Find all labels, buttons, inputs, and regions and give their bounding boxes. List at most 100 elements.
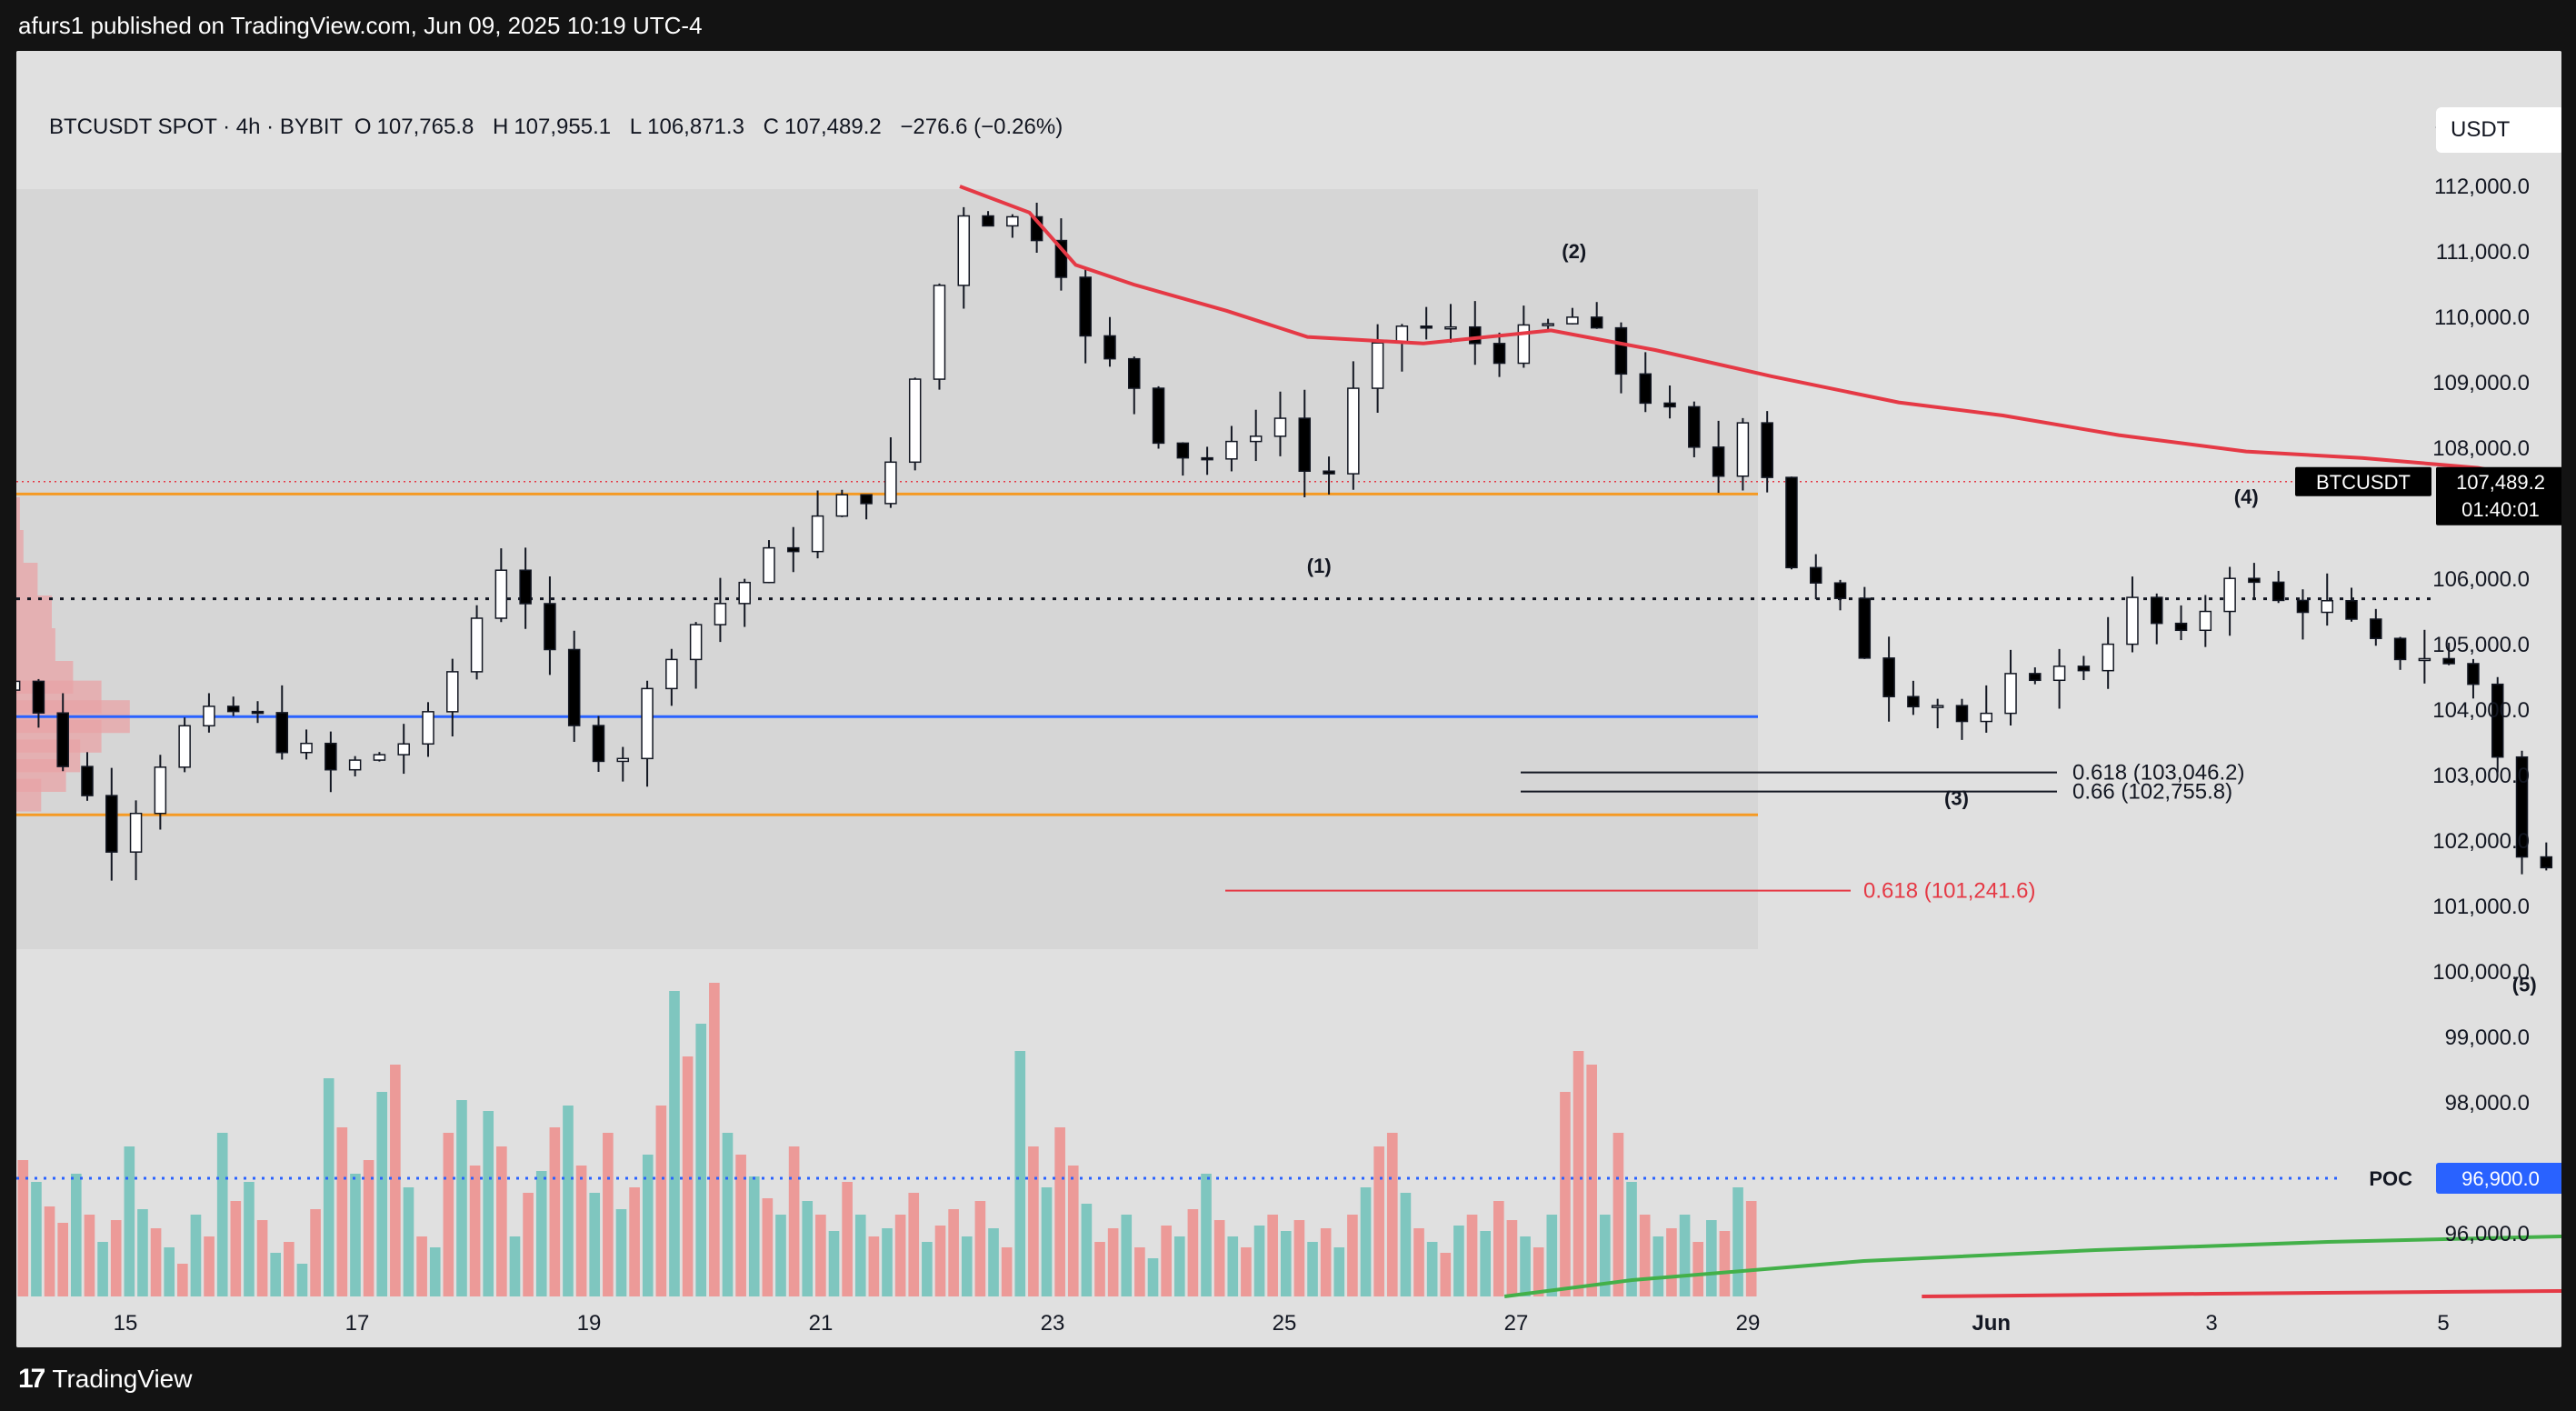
volume-bar [589,1193,601,1296]
volume-bar [615,1209,627,1296]
symbol-legend: BTCUSDT SPOT · 4h · BYBIT O 107,765.8 H 10… [49,115,1068,140]
candle-body [1736,422,1750,477]
time-tick-label: 23 [1041,1311,1065,1336]
time-tick-label: 5 [2437,1311,2449,1336]
volume-bar [642,1155,654,1296]
volume-bar [1573,1051,1584,1296]
volume-bar [1161,1226,1172,1296]
volume-bar [1121,1215,1133,1296]
volume-bar [988,1228,999,1296]
candle-body [32,680,45,714]
volume-bar [403,1187,414,1296]
volume-bar [230,1201,242,1296]
candle-body [2029,673,2042,682]
candle-body [324,742,337,771]
candle-body [2345,599,2358,620]
volume-bar [177,1264,188,1296]
candle-body [1614,326,1628,375]
candle-body [129,812,143,853]
time-tick-label: 25 [1273,1311,1297,1336]
candle-body [2126,596,2139,645]
candle-body [908,378,922,464]
volume-profile-bar [16,595,52,628]
volume-bar [270,1253,282,1296]
candle-body [1980,712,1992,723]
time-tick-label: 19 [577,1311,602,1336]
candle-body [1493,343,1506,365]
candle-body [689,624,703,661]
legend-symbol[interactable]: BTCUSDT SPOT · 4h · BYBIT [49,115,344,139]
candle-body [884,461,897,505]
candle-body [1566,316,1579,325]
candle-body [763,546,775,584]
volume-bar [1639,1215,1651,1296]
volume-bar [1560,1092,1571,1296]
volume-bar [1440,1253,1452,1296]
candle-body [2491,683,2504,758]
candle-body [56,712,69,767]
volume-bar [1041,1187,1053,1296]
volume-bar [882,1228,893,1296]
volume-bar [1732,1187,1743,1296]
volume-bar [496,1146,507,1296]
volume-bar [1333,1247,1345,1296]
price-axis[interactable]: 113,000.0112,000.0111,000.0110,000.0109,… [2432,109,2530,1246]
legend-low: 106,871.3 [647,115,744,139]
candle-body [470,617,484,673]
volume-bar [1213,1220,1225,1296]
chart-panel[interactable]: (1) (2) (3) (4) (5) 0.618 (103,046.2) 0.66 (1… [16,51,2561,1347]
poc-price-value: 96,900.0 [2461,1167,2540,1190]
candle-body [787,546,800,553]
currency-selector[interactable]: USDT [2436,107,2561,153]
candle-body [1323,470,1335,475]
moving-average [959,185,2561,485]
time-tick-label: 15 [114,1311,138,1336]
volume-profile-bar [16,563,38,595]
volume-bar [961,1236,973,1296]
volume-bar [256,1220,268,1296]
candle-body [275,712,289,754]
volume-bar [523,1193,534,1296]
publisher-text: afurs1 published on TradingView.com, Jun… [18,12,703,39]
volume-bar [802,1201,814,1296]
volume-bar [416,1236,427,1296]
price-tick-label: 102,000.0 [2432,829,2530,854]
tradingview-logo[interactable]: 17 TradingView [18,1364,192,1395]
volume-bar [1147,1258,1159,1296]
candle-body [1833,582,1847,599]
candle-body [2515,756,2529,858]
volume-bar [894,1215,906,1296]
volume-bar [443,1133,454,1296]
candle-body [154,766,167,815]
candle-body [1225,440,1238,460]
candle-body [1249,435,1263,443]
candle-body [1907,695,1920,708]
candle-body [665,658,678,690]
wave-labels: (1) (2) (3) (4) (5) [1307,240,2537,996]
volume-bar [1533,1247,1544,1296]
candle-body [641,687,654,760]
wave-label: (3) [1944,786,1969,809]
candle-body [2442,657,2455,665]
time-axis[interactable]: 1517192123252729Jun35791113151719 [114,1311,2561,1336]
volume-bar [336,1127,348,1296]
volume-bar [1107,1228,1119,1296]
volume-bar [1666,1228,1677,1296]
candle-body [738,581,751,605]
volume-bar [748,1176,760,1296]
volume-bar [1081,1204,1093,1296]
candle-body [2271,581,2285,602]
volume-bar [1705,1220,1717,1296]
volume-bar [1173,1236,1185,1296]
volume-bar [575,1166,587,1296]
price-tick-label: 110,000.0 [2434,305,2530,330]
legend-h-label: H [492,115,509,139]
candle-body [105,795,118,853]
candle-body [567,648,581,726]
candlestick-chart[interactable]: (1) (2) (3) (4) (5) 0.618 (103,046.2)0.66 (1… [16,51,2561,1347]
symbol-tag-bg [2295,466,2431,496]
volume-bar [1586,1065,1597,1296]
candle-body [1761,422,1773,478]
volume-bar [31,1182,42,1296]
volume-bar [110,1220,122,1296]
